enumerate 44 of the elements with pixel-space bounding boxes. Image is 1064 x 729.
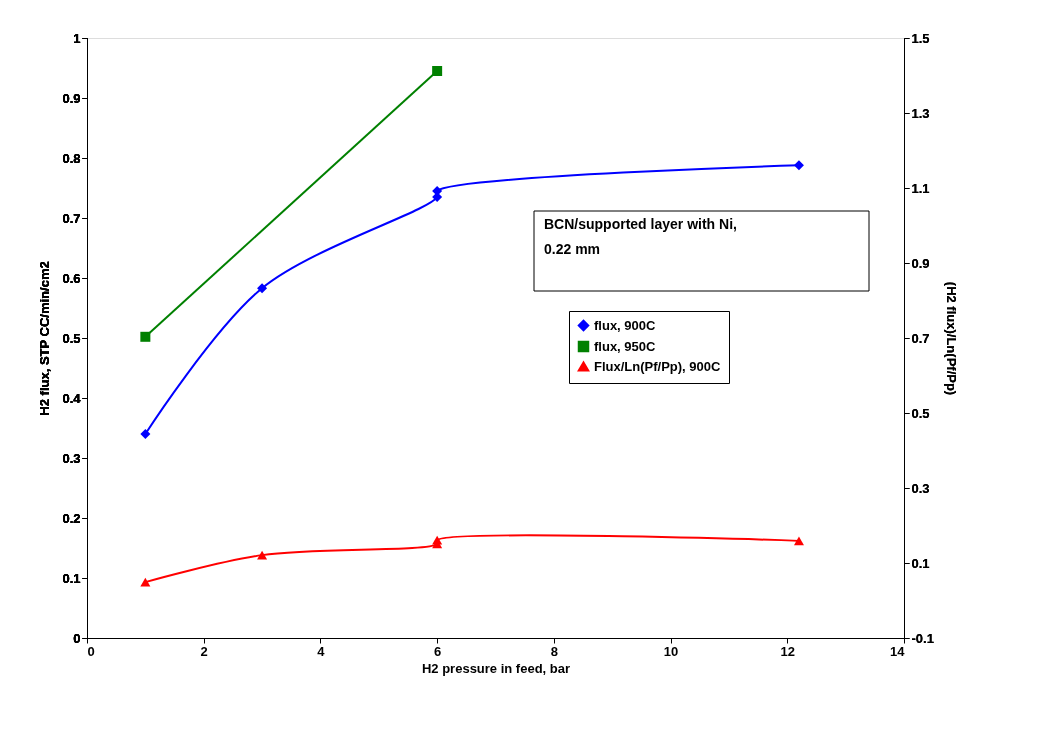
y-tick-label: 0.3 xyxy=(62,450,81,466)
y-tick-label: 0.2 xyxy=(62,510,81,526)
y2-axis-title: (H2 flux)/Ln(Pf/Pp) xyxy=(943,281,959,396)
x-tick-label: 8 xyxy=(550,643,558,659)
legend-label: Flux/Ln(Pf/Pp), 900C xyxy=(594,358,722,374)
y2-tick-label: 0.3 xyxy=(911,480,930,496)
y-axis-title: H2 flux, STP CC/min/cm2 xyxy=(37,261,53,416)
point xyxy=(257,283,268,294)
x-axis-title: H2 pressure in feed, bar xyxy=(421,660,571,676)
y-tick-label: 0.6 xyxy=(62,270,81,286)
y2-tick-label: 1.5 xyxy=(911,30,930,46)
x-tick-label: 0 xyxy=(87,643,95,659)
legend-label: flux, 900C xyxy=(594,317,657,333)
legend-label: flux, 950C xyxy=(594,338,657,354)
y-tick-label: 0.1 xyxy=(62,570,81,586)
y-tick-label: 1 xyxy=(73,30,81,46)
point xyxy=(793,160,804,171)
y2-tick-label: 0.1 xyxy=(911,555,930,571)
y2-tick-label: 1.1 xyxy=(911,180,930,196)
y-tick-label: 0.5 xyxy=(62,330,81,346)
y-tick-label: 0.4 xyxy=(62,390,82,406)
point xyxy=(432,535,443,545)
y2-tick-label: 0.7 xyxy=(911,330,930,346)
x-tick-label: 14 xyxy=(890,643,906,659)
y-tick-label: 0.8 xyxy=(62,150,81,166)
x-tick-label: 10 xyxy=(663,643,679,659)
y-tick-label: 0.9 xyxy=(62,90,81,106)
point xyxy=(140,429,151,439)
point xyxy=(793,536,804,546)
point xyxy=(140,331,151,342)
point xyxy=(140,577,151,587)
point xyxy=(432,66,443,76)
y2-tick-label: 1.3 xyxy=(911,105,930,121)
x-tick-label: 2 xyxy=(200,643,208,659)
x-tick-label: 6 xyxy=(434,643,442,659)
x-tick-label: 12 xyxy=(780,643,796,659)
y2-tick-label: 0.9 xyxy=(911,255,930,271)
y-tick-label: 0.7 xyxy=(62,210,81,226)
x-tick-label: 4 xyxy=(317,643,326,659)
annotation: BCN/supported layer with Ni, 0.22 mm xyxy=(544,216,737,257)
y2-tick-label: 0.5 xyxy=(911,405,930,421)
y2-tick-label: -0.1 xyxy=(911,630,934,646)
y-tick-label: 0 xyxy=(73,630,81,646)
point xyxy=(257,550,268,560)
